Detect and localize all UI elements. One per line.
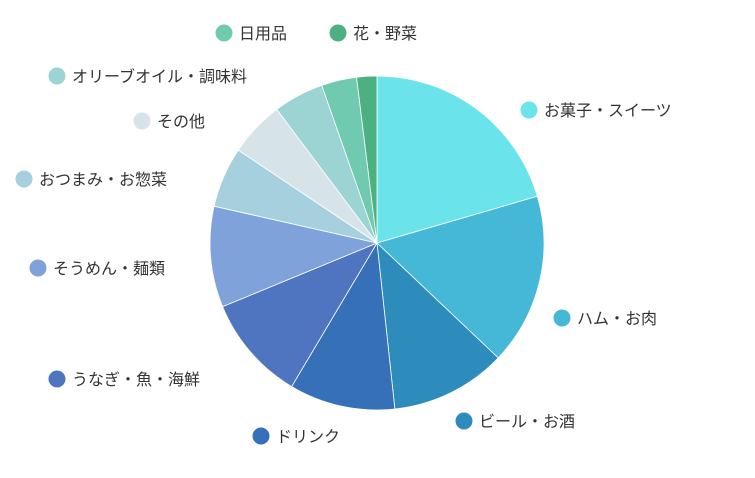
legend-dot xyxy=(48,370,66,388)
legend-item: そうめん・麺類 xyxy=(29,259,165,278)
pie-slices xyxy=(209,75,545,411)
legend-dot xyxy=(252,427,270,445)
legend-label: その他 xyxy=(157,112,205,131)
legend-dot xyxy=(215,24,233,42)
legend-item: お菓子・スイーツ xyxy=(520,101,672,120)
legend-dot xyxy=(455,412,473,430)
legend-item: おつまみ・お惣菜 xyxy=(15,170,167,189)
pie-slice xyxy=(376,241,499,410)
pie-slice xyxy=(356,75,378,244)
legend-label: 花・野菜 xyxy=(353,24,417,43)
legend-item: その他 xyxy=(133,112,205,131)
legend-label: おつまみ・お惣菜 xyxy=(39,170,167,189)
legend-label: お菓子・スイーツ xyxy=(544,101,672,120)
legend-item: 花・野菜 xyxy=(329,24,417,43)
legend-label: オリーブオイル・調味料 xyxy=(72,67,247,86)
legend-label: ハム・お肉 xyxy=(577,309,657,328)
legend-item: ビール・お酒 xyxy=(455,412,575,431)
legend-dot xyxy=(15,170,33,188)
pie-slice xyxy=(376,195,545,359)
legend-dot xyxy=(48,67,66,85)
legend-dot xyxy=(133,112,151,130)
pie-slice xyxy=(376,75,538,244)
legend-dot xyxy=(520,101,538,119)
legend-label: ビール・お酒 xyxy=(479,412,575,431)
legend-dot xyxy=(553,309,571,327)
legend-dot xyxy=(29,259,47,277)
legend-dot xyxy=(329,24,347,42)
pie-slice xyxy=(209,205,379,308)
legend-item: うなぎ・魚・海鮮 xyxy=(48,370,200,389)
legend-item: ハム・お肉 xyxy=(553,309,657,328)
legend-item: オリーブオイル・調味料 xyxy=(48,67,247,86)
legend-label: そうめん・麺類 xyxy=(53,259,165,278)
pie-slice xyxy=(222,242,378,388)
legend-label: ドリンク xyxy=(276,427,340,446)
legend-label: うなぎ・魚・海鮮 xyxy=(72,370,200,389)
legend-item: ドリンク xyxy=(252,427,340,446)
legend-label: 日用品 xyxy=(239,24,287,43)
legend-item: 日用品 xyxy=(215,24,287,43)
pie-slice xyxy=(291,241,396,411)
